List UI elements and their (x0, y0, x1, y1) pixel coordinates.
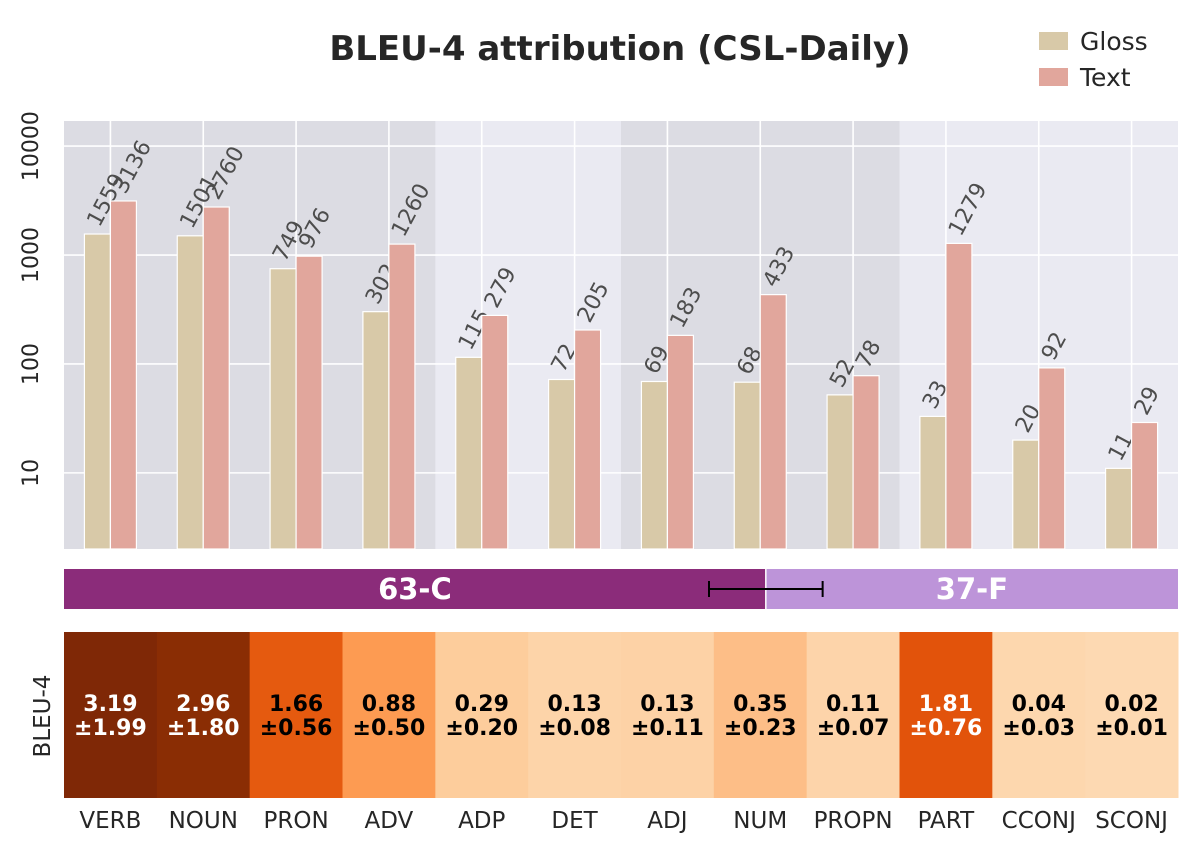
heat-error-sconj: ±0.01 (1095, 716, 1168, 741)
heat-value-det: 0.13 (547, 692, 601, 717)
x-tick-label-verb: VERB (79, 808, 141, 834)
x-tick-label-propn: PROPN (814, 808, 893, 834)
heat-value-part: 1.81 (919, 692, 973, 717)
legend: Gloss Text (1039, 27, 1148, 92)
legend-label-gloss: Gloss (1080, 27, 1148, 56)
bar-gloss-pron (269, 268, 297, 550)
bar-text-part (945, 242, 973, 550)
heat-value-pron: 1.66 (269, 692, 323, 717)
y-tick-label-1000: 1000 (19, 227, 44, 283)
legend-label-text: Text (1079, 63, 1131, 92)
heat-error-adp: ±0.20 (445, 716, 518, 741)
bar-text-sconj (1130, 421, 1159, 550)
segment-63-c (64, 569, 766, 609)
bar-text-det (573, 329, 602, 550)
heat-error-adv: ±0.50 (353, 716, 426, 741)
y-tick-label-100: 100 (19, 343, 44, 385)
heat-value-adj: 0.13 (640, 692, 694, 717)
heat-error-pron: ±0.56 (260, 716, 333, 741)
heat-cell-sconj (1085, 632, 1179, 798)
heat-value-verb: 3.19 (83, 692, 137, 717)
legend-swatch-text (1039, 68, 1068, 86)
x-tick-label-adp: ADP (458, 808, 505, 834)
bar-gloss-part (919, 415, 947, 550)
x-tick-label-adj: ADJ (647, 808, 687, 834)
heat-error-verb: ±1.99 (74, 716, 147, 741)
bar-gloss-noun (176, 235, 204, 550)
y-tick-label-10000: 10000 (19, 111, 44, 181)
heat-value-noun: 2.96 (176, 692, 230, 717)
bar-text-noun (202, 206, 230, 550)
x-tick-label-adv: ADV (365, 808, 414, 834)
heat-cell-det (528, 632, 622, 798)
stacked-proportion-bar: 63-C 37-F (64, 569, 1178, 609)
heat-error-det: ±0.08 (538, 716, 611, 741)
bar-gloss-adv (362, 311, 390, 550)
bleu-heatmap: BLEU-4 3.19±1.99VERB2.96±1.80NOUN1.66±0.… (30, 632, 1179, 834)
heat-cell-num (713, 632, 808, 798)
bar-text-adj (666, 334, 695, 550)
x-tick-label-num: NUM (733, 808, 787, 834)
heat-value-propn: 0.11 (826, 692, 880, 717)
x-tick-label-sconj: SCONJ (1095, 808, 1168, 834)
chart-title: BLEU-4 attribution (CSL-Daily) (329, 29, 910, 69)
bar-gloss-sconj (1104, 467, 1133, 550)
bar-text-adv (388, 243, 416, 550)
legend-swatch-gloss (1039, 32, 1068, 50)
heat-cell-pron (249, 632, 343, 798)
heat-cell-part (899, 632, 993, 798)
bar-gloss-cconj (1012, 439, 1040, 550)
heat-error-cconj: ±0.03 (1002, 716, 1075, 741)
heat-value-adp: 0.29 (455, 692, 509, 717)
heat-error-noun: ±1.80 (167, 716, 240, 741)
heat-cell-verb (64, 632, 158, 798)
heat-cell-cconj (992, 632, 1086, 798)
bar-text-propn (852, 375, 880, 550)
heat-value-adv: 0.88 (362, 692, 416, 717)
heat-error-adj: ±0.11 (631, 716, 704, 741)
heat-value-num: 0.35 (733, 692, 787, 717)
bar-panel: 1010010001000015593136150127607499763021… (19, 111, 1178, 550)
heat-value-cconj: 0.04 (1012, 692, 1066, 717)
x-tick-label-part: PART (918, 808, 975, 834)
segment-37-f (765, 569, 1178, 609)
bar-gloss-num (733, 381, 761, 550)
heat-cell-adj (621, 632, 715, 798)
x-tick-label-noun: NOUN (169, 808, 238, 834)
bar-gloss-verb (83, 233, 112, 550)
heat-error-num: ±0.23 (724, 716, 797, 741)
x-tick-label-cconj: CCONJ (1002, 808, 1076, 834)
heatmap-ylabel: BLEU-4 (30, 675, 56, 758)
bar-gloss-det (547, 378, 576, 550)
heat-value-sconj: 0.02 (1104, 692, 1158, 717)
segment-label-63-c: 63-C (378, 572, 452, 606)
heat-error-part: ±0.76 (910, 716, 983, 741)
bar-gloss-adp (455, 356, 483, 550)
heat-cell-noun (156, 632, 251, 798)
bar-text-adp (481, 314, 509, 550)
bar-text-cconj (1038, 367, 1066, 550)
segment-label-37-f: 37-F (936, 572, 1008, 606)
bar-gloss-adj (640, 380, 669, 550)
heat-error-propn: ±0.07 (817, 716, 890, 741)
bar-text-pron (295, 255, 323, 550)
bar-text-verb (109, 200, 138, 550)
heat-cell-propn (806, 632, 900, 798)
heat-cell-adp (435, 632, 529, 798)
heat-cell-adv (342, 632, 436, 798)
x-tick-label-det: DET (551, 808, 598, 834)
y-tick-label-10: 10 (19, 459, 44, 487)
bar-gloss-propn (826, 394, 854, 550)
bar-text-num (759, 294, 787, 550)
x-tick-label-pron: PRON (263, 808, 328, 834)
